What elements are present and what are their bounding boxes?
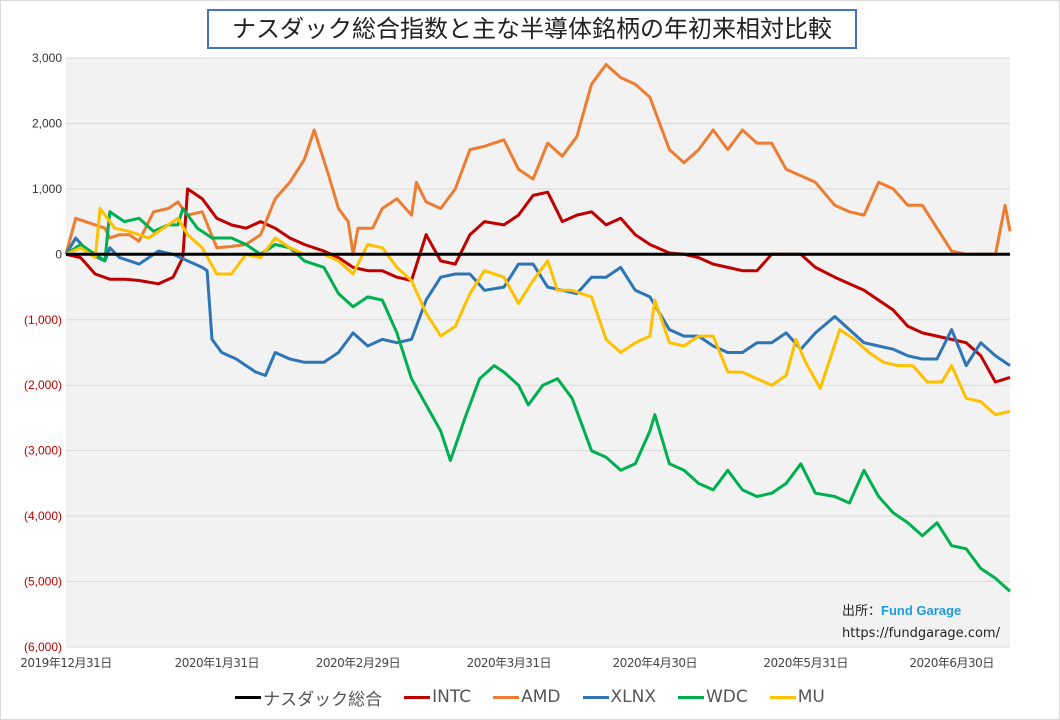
- legend-label: ナスダック総合: [263, 689, 383, 710]
- legend-item-nasdaq: ナスダック総合: [235, 685, 382, 710]
- legend-item-amd: AMD: [493, 687, 561, 707]
- series-line-intc: [65, 187, 1011, 384]
- y-tick-label: (3,000): [24, 444, 62, 458]
- y-tick-label: (4,000): [24, 509, 62, 523]
- legend-swatch: [235, 695, 262, 699]
- legend: ナスダック総合 INTC AMD XLNX WDC MU: [0, 684, 1060, 710]
- source-label: 出所：: [842, 604, 882, 619]
- legend-item-mu: MU: [769, 687, 825, 707]
- series-line-amd: [64, 63, 1012, 256]
- chart-title: ナスダック総合指数と主な半導体銘柄の年初来相対比較: [207, 9, 857, 49]
- x-tick-label: 2020年3月31日: [467, 656, 551, 670]
- legend-swatch: [582, 695, 609, 699]
- y-tick-label: (6,000): [24, 640, 62, 654]
- y-tick-label: 2,000: [32, 116, 62, 130]
- legend-label: XLNX: [610, 687, 656, 707]
- source-note: 出所：Fund Garage https://fundgarage.com/: [842, 600, 1000, 645]
- series-lines: [64, 63, 1012, 593]
- series-line-xlnx: [64, 236, 1011, 377]
- legend-item-intc: INTC: [404, 687, 471, 707]
- legend-swatch: [677, 695, 704, 699]
- y-tick-label: (5,000): [24, 575, 62, 589]
- x-tick-label: 2020年5月31日: [763, 656, 847, 670]
- y-tick-label: (2,000): [24, 378, 62, 392]
- legend-label: AMD: [521, 687, 561, 707]
- legend-swatch: [769, 695, 796, 699]
- y-tick-label: 1,000: [32, 182, 62, 196]
- x-tick-label: 2020年4月30日: [613, 656, 697, 670]
- legend-item-xlnx: XLNX: [582, 687, 656, 707]
- y-tick-label: 0: [55, 247, 62, 261]
- legend-label: INTC: [432, 687, 472, 707]
- x-tick-label: 2020年1月31日: [175, 656, 259, 670]
- x-tick-label: 2020年6月30日: [909, 656, 993, 670]
- source-brand: Fund Garage: [881, 603, 962, 618]
- x-tick-label: 2019年12月31日: [20, 656, 112, 670]
- x-axis: 2019年12月31日 2020年1月31日 2020年2月29日 2020年3月31…: [20, 656, 994, 670]
- gridlines: [66, 57, 1010, 648]
- y-axis: 3,000 2,000 1,000 0 (1,000) (2,000) (3,000) (4,…: [24, 51, 62, 654]
- legend-swatch: [404, 695, 431, 699]
- series-line-mu: [65, 207, 1011, 417]
- legend-item-wdc: WDC: [677, 687, 748, 707]
- y-tick-label: (1,000): [24, 313, 62, 327]
- legend-label: WDC: [705, 687, 748, 707]
- legend-swatch: [493, 695, 520, 699]
- series-line-wdc: [65, 207, 1012, 593]
- y-tick-label: 3,000: [32, 51, 62, 65]
- source-url[interactable]: https://fundgarage.com/: [842, 626, 1000, 641]
- x-tick-label: 2020年2月29日: [316, 656, 400, 670]
- legend-label: MU: [797, 687, 825, 707]
